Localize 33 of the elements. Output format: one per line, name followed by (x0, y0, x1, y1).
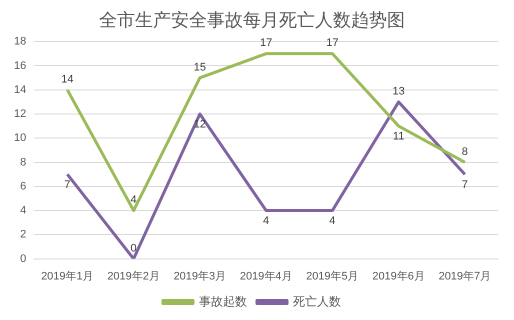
x-tick-label: 2019年5月 (306, 270, 359, 282)
y-tick-label: 6 (20, 180, 26, 192)
chart-title: 全市生产安全事故每月死亡人数趋势图 (99, 10, 405, 30)
data-label: 4 (263, 215, 270, 228)
y-tick-label: 4 (20, 204, 26, 217)
y-tick-label: 8 (20, 156, 26, 168)
x-tick-label: 2019年6月 (372, 270, 425, 282)
y-tick-label: 14 (14, 84, 26, 96)
x-tick-label: 2019年1月 (41, 270, 94, 282)
data-label: 4 (329, 215, 336, 228)
y-tick-label: 18 (14, 36, 26, 48)
data-label: 15 (194, 61, 206, 74)
x-tick-label: 2019年2月 (107, 270, 160, 282)
data-label: 8 (462, 146, 468, 158)
data-label: 7 (64, 178, 70, 191)
y-tick-label: 16 (14, 60, 26, 72)
y-tick-label: 0 (20, 252, 26, 265)
data-label: 14 (61, 73, 74, 86)
y-tick-label: 10 (14, 132, 26, 144)
data-label: 17 (260, 37, 272, 50)
y-tick-label: 2 (20, 228, 26, 241)
data-label: 0 (130, 242, 137, 254)
y-tick-label: 12 (14, 108, 26, 120)
data-label: 7 (462, 178, 468, 191)
data-label: 4 (130, 194, 137, 206)
legend-label: 事故起数 (199, 294, 247, 308)
x-tick-label: 2019年4月 (240, 270, 292, 282)
x-tick-label: 2019年3月 (174, 270, 226, 282)
data-label: 11 (392, 130, 404, 143)
legend-label: 死亡人数 (293, 294, 341, 308)
data-label: 17 (326, 37, 338, 50)
x-tick-label: 2019年7月 (438, 270, 492, 282)
data-label: 13 (392, 85, 405, 98)
